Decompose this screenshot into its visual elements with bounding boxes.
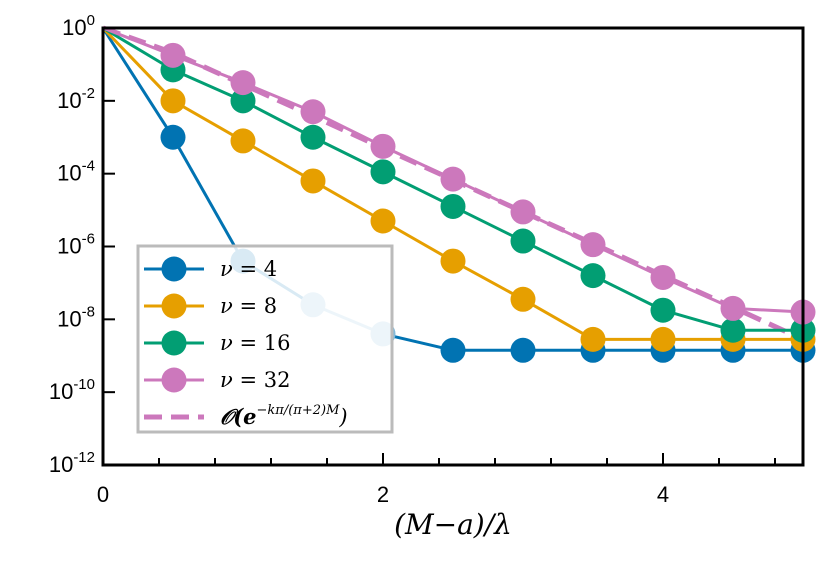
series-line-nu32 [242,81,314,114]
data-point-nu4 [440,337,466,363]
y-tick-label: 10-12 [49,449,95,477]
series-line-nu32 [312,110,384,148]
y-tick-label: 10-10 [49,376,95,404]
data-point-nu16 [440,193,466,219]
series-line-nu32 [592,243,664,279]
data-point-nu16 [650,297,676,323]
data-point-nu8 [300,168,326,194]
data-point-nu8 [160,88,186,114]
data-point-nu32 [160,42,186,68]
data-point-nu32 [720,295,746,321]
plot-frame [101,26,805,467]
legend-label-nu32: ν = 32 [220,368,290,392]
data-point-nu8 [230,128,256,154]
y-tick-label: 100 [62,12,95,40]
data-point-nu16 [580,263,606,289]
x-tick-label: 2 [377,482,389,507]
series-line-nu32 [102,26,174,57]
series-markers [160,42,816,363]
x-tick-label: 4 [657,482,669,507]
legend-label-nu4: ν = 4 [220,257,277,281]
series-line-nu4 [171,136,245,262]
series-line-nu16 [172,68,244,103]
legend-marker-nu4 [161,256,187,282]
data-point-nu8 [580,326,606,352]
series-line-nu8 [172,99,244,143]
data-point-nu32 [650,264,676,290]
data-point-nu32 [510,199,536,225]
series-line-nu32 [172,53,244,85]
y-tick-label: 10-6 [57,231,95,259]
series-line-nu16 [522,239,594,277]
series-line-nu8 [382,219,454,263]
legend-label-reference: 𝒪(e−kπ/(π+2)M) [220,403,348,429]
series-line-nu8 [101,26,175,102]
series-line-nu32 [662,276,734,310]
legend-label-nu16: ν = 16 [220,331,290,355]
data-point-nu32 [440,166,466,192]
series-line-nu8 [242,139,314,183]
data-point-nu4 [510,337,536,363]
series-line-nu16 [592,274,664,312]
data-point-nu32 [370,133,396,159]
data-point-nu16 [370,159,396,185]
series-line-nu32 [382,144,454,181]
series-line-nu16 [312,135,384,174]
legend-marker-nu32 [161,367,187,393]
y-tick-label: 10-4 [57,158,95,186]
data-point-nu16 [510,228,536,254]
data-point-nu16 [230,88,256,114]
data-point-nu8 [510,286,536,312]
data-point-nu8 [440,248,466,274]
data-point-nu4 [160,124,186,150]
y-tick-label: 10-2 [57,85,95,113]
x-tick-label: 0 [97,482,109,507]
legend-label-nu8: ν = 8 [220,294,277,318]
series-line-nu32 [452,177,524,214]
series-line-nu16 [102,26,174,72]
series-line-nu8 [452,259,524,301]
data-point-nu32 [300,99,326,125]
data-point-nu16 [720,317,746,343]
series-line-nu8 [312,179,384,223]
legend: ν = 4 ν = 8 ν = 16 ν = 32 𝒪(e−kπ/(π+2)M) [136,244,394,434]
data-point-nu8 [650,326,676,352]
series-line-nu16 [452,205,524,243]
legend-marker-nu16 [161,330,187,356]
series-line-nu8 [522,298,594,341]
data-point-nu32 [580,232,606,258]
series-line-nu16 [242,99,314,139]
data-point-nu8 [370,208,396,234]
legend-marker-nu8 [161,293,187,319]
data-point-nu16 [300,124,326,150]
x-axis-label: (M−a)/λ [394,508,512,541]
series-line-nu16 [382,170,454,208]
tick-labels: 0 2 4 100 10-2 10-4 10-6 10-8 10-10 10-12 [49,12,669,507]
data-point-nu32 [230,70,256,96]
series-line-nu32 [522,210,594,247]
series-line-nu4 [101,27,175,139]
y-tick-label: 10-8 [57,303,95,331]
